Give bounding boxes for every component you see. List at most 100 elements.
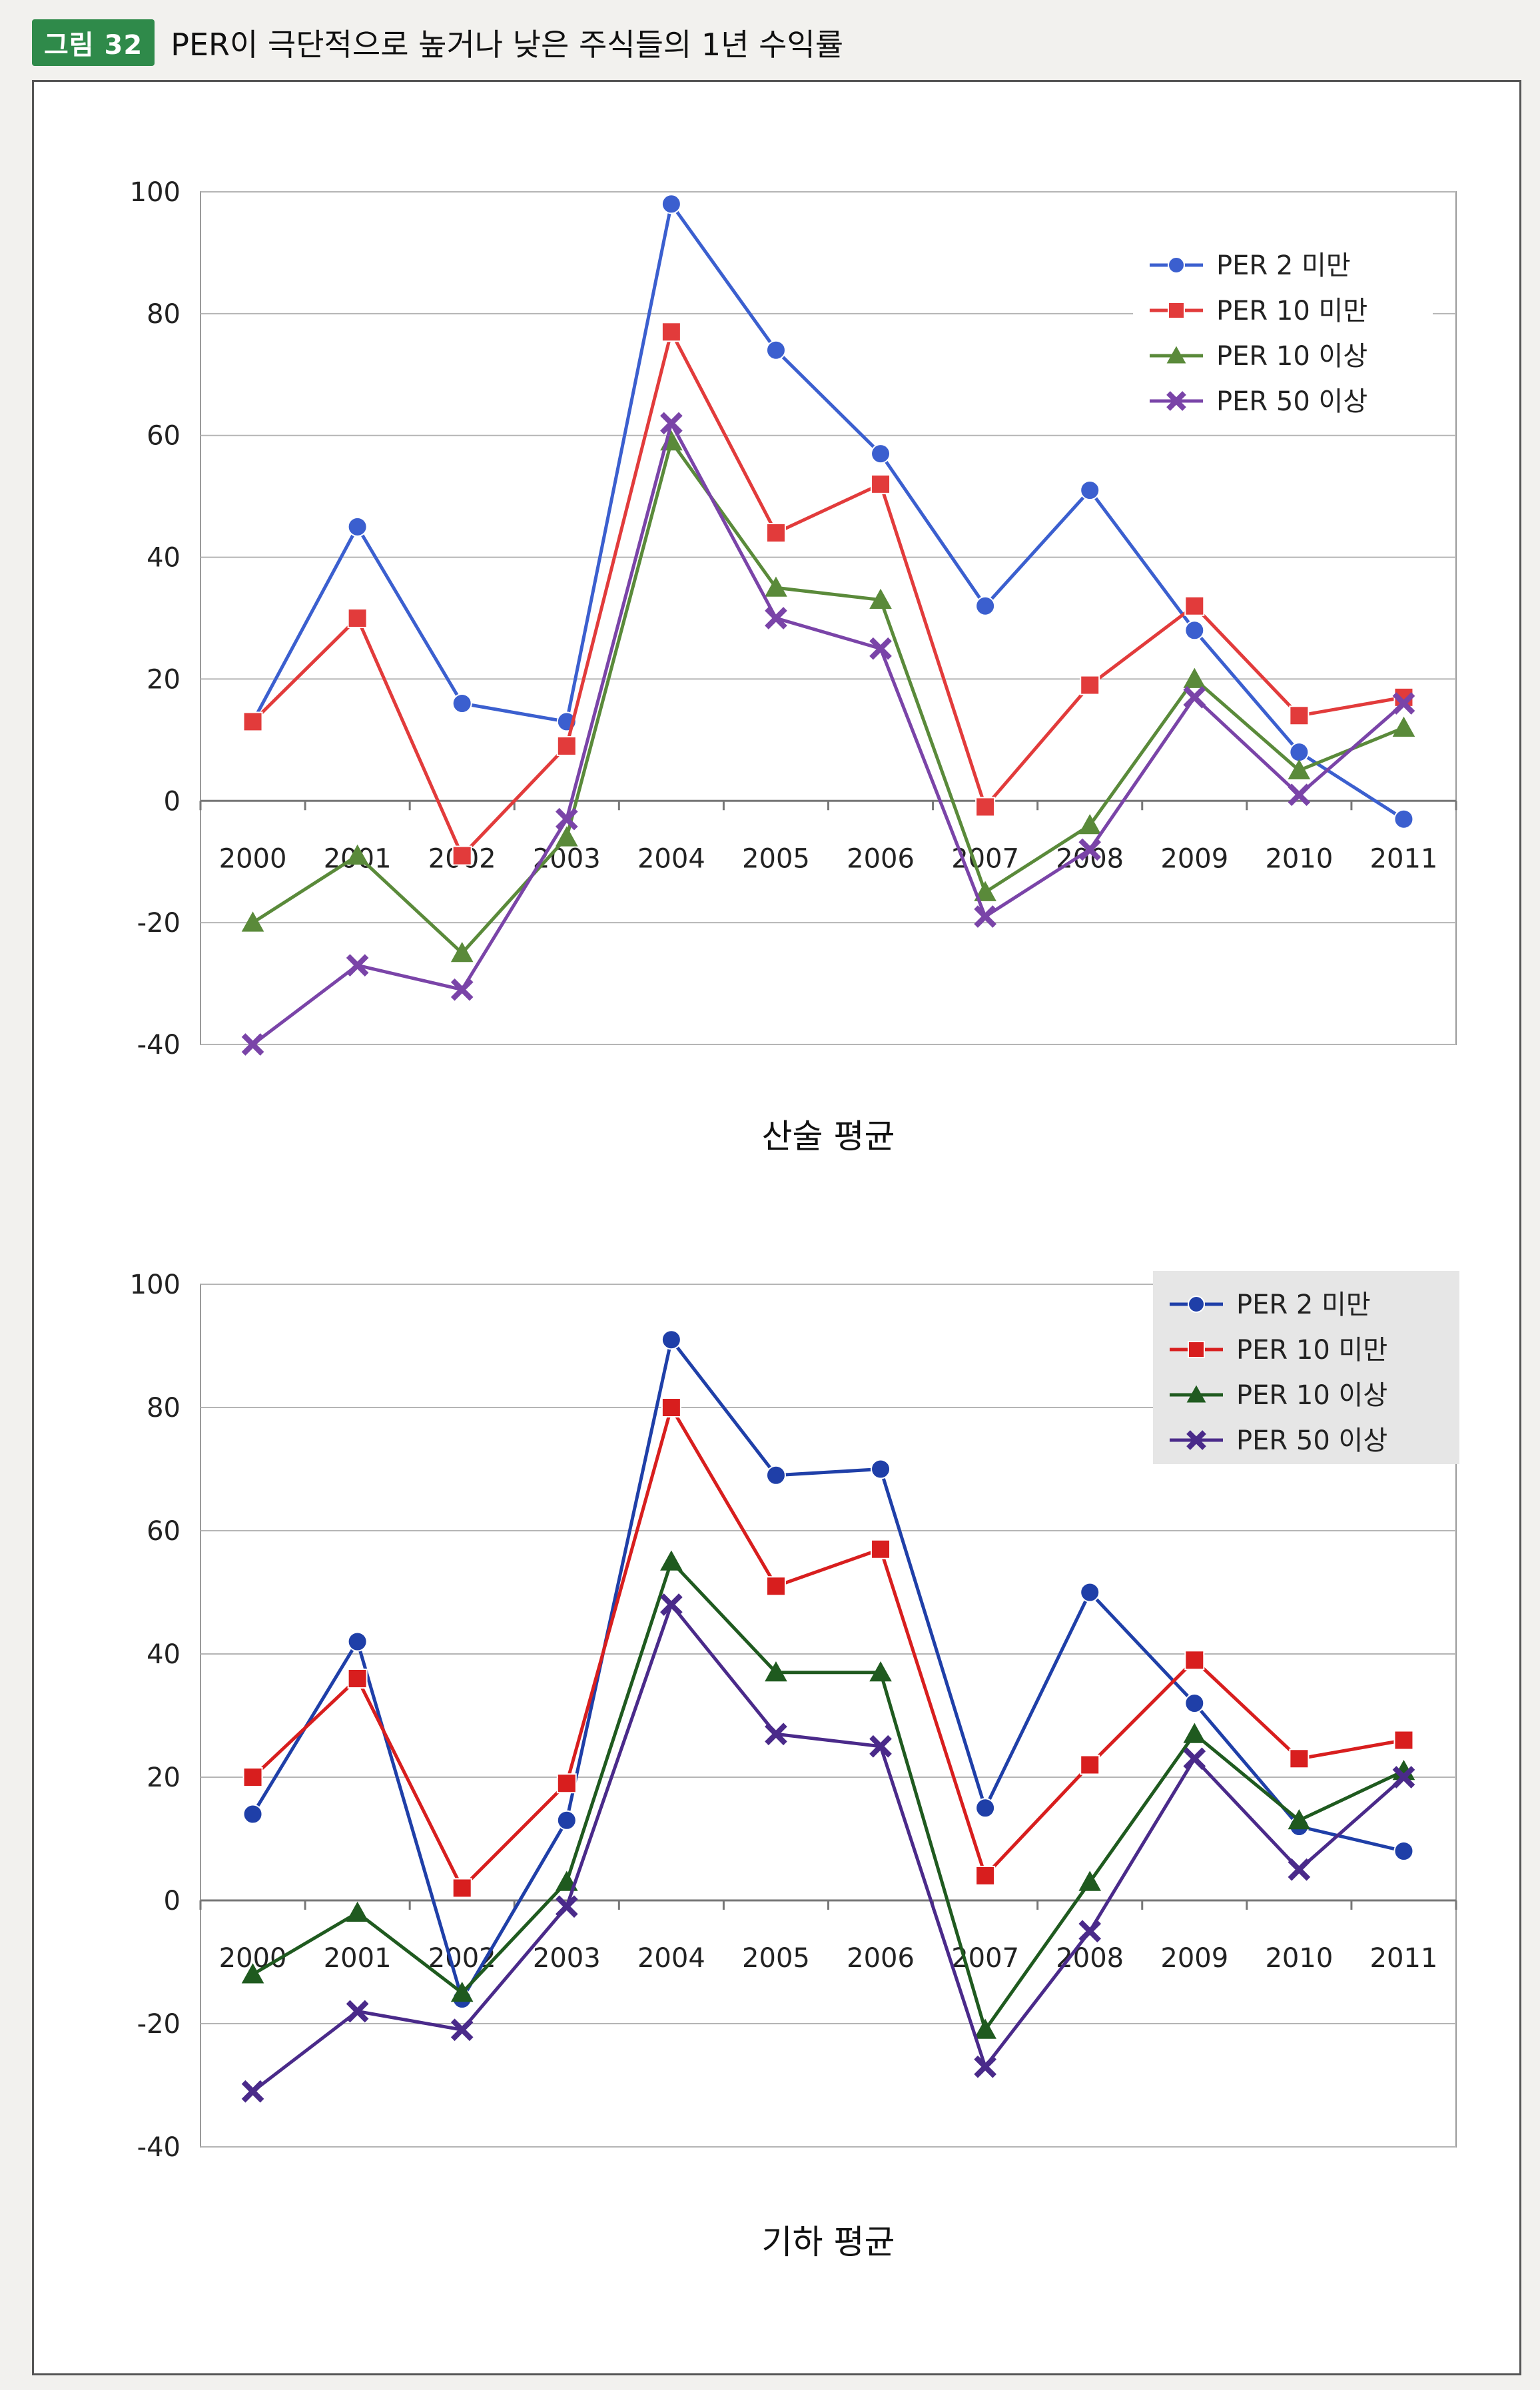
data-point (765, 1661, 787, 1682)
data-point (871, 1539, 891, 1559)
data-point (556, 1773, 577, 1794)
x-tick-label: 2005 (742, 1943, 810, 1974)
legend-marker (1166, 346, 1186, 364)
x-tick-label: 2004 (637, 843, 705, 874)
data-point (452, 845, 472, 866)
x-tick-label: 2009 (1160, 843, 1228, 874)
data-point (1080, 480, 1100, 500)
x-tick-label: 2000 (219, 843, 287, 874)
y-tick-label: 0 (164, 786, 181, 817)
figure-frame: 100806040200-20-402000200120022003200420… (32, 80, 1521, 2375)
legend-marker (1186, 1430, 1206, 1450)
data-point (241, 911, 264, 932)
data-point (765, 1465, 786, 1485)
data-point (241, 2080, 264, 2103)
data-point (1183, 686, 1206, 709)
data-point (1392, 716, 1415, 737)
series-line (251, 202, 1405, 821)
data-point (765, 607, 787, 629)
data-point (555, 807, 578, 831)
x-tick-label: 2003 (533, 1943, 601, 1974)
data-point (1289, 705, 1310, 726)
data-point (1288, 783, 1311, 806)
data-point (1289, 1749, 1310, 1769)
x-tick-label: 2001 (324, 1943, 392, 1974)
data-point (661, 322, 681, 342)
data-point (975, 797, 996, 817)
data-point (1184, 620, 1205, 641)
data-point (1288, 1858, 1311, 1881)
data-point (347, 1631, 368, 1652)
y-tick-label: -20 (137, 2009, 181, 2040)
data-point (241, 1033, 264, 1056)
data-point (1183, 667, 1206, 688)
y-tick-label: -20 (137, 908, 181, 939)
data-point (1078, 838, 1102, 861)
data-point (1183, 1747, 1206, 1771)
figure-title: PER이 극단적으로 높거나 낮은 주식들의 1년 수익률 (171, 27, 844, 63)
legend-label: PER 50 이상 (1216, 386, 1367, 417)
series-line (251, 330, 1404, 858)
data-point (871, 444, 891, 464)
chart-title: 기하 평균 (762, 2223, 895, 2261)
data-point (1078, 814, 1102, 835)
data-point (1080, 675, 1100, 695)
legend-marker (1188, 1296, 1205, 1313)
data-point (242, 1804, 263, 1824)
legend-label: PER 10 미만 (1216, 296, 1367, 326)
data-point (869, 1735, 892, 1758)
data-point (450, 978, 474, 1001)
data-point (346, 1901, 369, 1922)
series-line (251, 1338, 1405, 2001)
x-tick-label: 2005 (742, 843, 810, 874)
data-point (1183, 1723, 1206, 1743)
data-point (974, 881, 996, 901)
data-point (1288, 1808, 1311, 1830)
data-point (1288, 759, 1311, 780)
figure-badge: 그림 32 (32, 19, 155, 66)
legend-label: PER 10 미만 (1236, 1335, 1387, 1366)
data-point (1393, 809, 1414, 829)
data-point (1184, 1693, 1205, 1713)
x-tick-label: 2010 (1265, 1943, 1333, 1974)
y-tick-label: -40 (137, 1030, 181, 1060)
data-point (765, 576, 787, 597)
data-point (661, 194, 681, 214)
data-point (556, 1810, 577, 1830)
legend-marker (1188, 1341, 1205, 1358)
data-point (452, 1878, 472, 1898)
data-point (871, 474, 891, 494)
data-point (765, 340, 786, 360)
data-point (869, 637, 892, 660)
data-point (1184, 1650, 1205, 1671)
data-point (1393, 1841, 1414, 1861)
legend-label: PER 2 미만 (1216, 250, 1351, 281)
y-tick-label: -40 (137, 2132, 181, 2163)
data-point (974, 2055, 996, 2078)
data-point (974, 2018, 996, 2039)
data-point (346, 2000, 369, 2023)
data-point (1393, 1730, 1414, 1751)
data-point (1078, 1920, 1102, 1943)
data-point (765, 1576, 786, 1597)
y-tick-label: 100 (130, 177, 181, 208)
data-point (765, 1723, 787, 1746)
y-tick-label: 60 (147, 1516, 181, 1547)
x-tick-label: 2006 (847, 843, 915, 874)
data-point (660, 412, 683, 435)
series-line (252, 440, 1405, 955)
y-tick-label: 0 (164, 1886, 181, 1916)
y-tick-label: 40 (147, 543, 181, 574)
data-point (450, 942, 474, 963)
legend-label: PER 10 이상 (1236, 1380, 1387, 1411)
chart-title: 산술 평균 (762, 1117, 895, 1156)
data-point (1392, 692, 1415, 715)
series-line (252, 1559, 1405, 2032)
data-point (555, 1895, 578, 1918)
data-point (347, 1669, 368, 1689)
data-point (765, 523, 786, 543)
data-point (556, 736, 577, 756)
y-tick-label: 40 (147, 1639, 181, 1670)
data-point (869, 588, 892, 609)
